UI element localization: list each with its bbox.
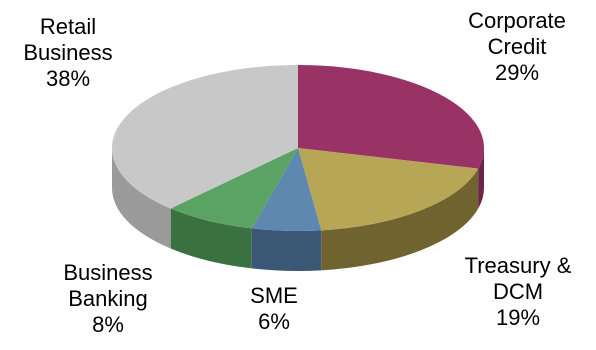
slice-label-treasury-dcm: Treasury & DCM 19%: [465, 253, 572, 330]
slice-label-retail-business: Retail Business 38%: [23, 14, 112, 91]
slice-retail-business: [112, 65, 298, 209]
pie-slices: [112, 65, 485, 232]
slice-label-business-banking: Business Banking 8%: [63, 260, 152, 337]
slice-side-corporate-credit: [478, 148, 484, 209]
pie-sides: [112, 148, 484, 272]
slice-side-business-banking: [170, 208, 252, 269]
slice-business-banking: [170, 148, 298, 229]
slice-side-treasury-dcm: [321, 168, 479, 271]
slice-labels: Corporate Credit 29% Treasury & DCM 19% SME 6% B…: [23, 8, 571, 337]
slice-label-sme: SME 6%: [250, 283, 298, 334]
slice-label-corporate-credit: Corporate Credit 29%: [468, 8, 566, 85]
slice-treasury-dcm: [298, 148, 479, 231]
slice-sme: [251, 148, 322, 232]
slice-side-retail-business: [112, 148, 171, 249]
slice-corporate-credit: [298, 65, 485, 169]
slice-side-sme: [251, 228, 322, 272]
